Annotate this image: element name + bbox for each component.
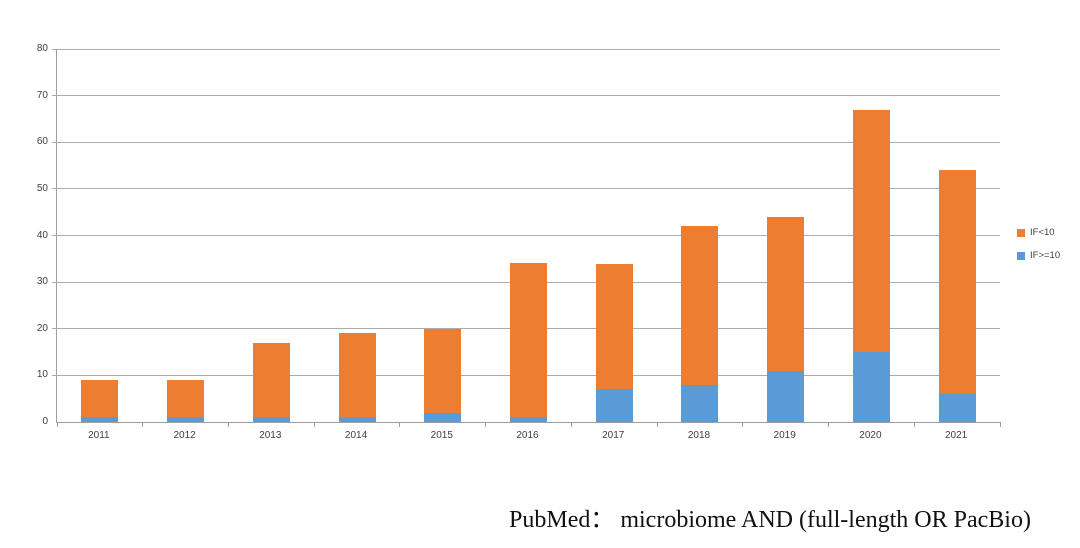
x-axis-tick [742, 422, 744, 427]
y-axis-label: 30 [36, 276, 48, 288]
x-axis-tick [485, 422, 487, 427]
bar-segment-2014 [338, 333, 376, 418]
bar-segment-2021 [938, 394, 976, 422]
bar-segment-2020 [852, 352, 890, 422]
y-axis-label: 50 [36, 182, 48, 194]
y-axis-label: 0 [42, 416, 48, 427]
x-axis-label: 2021 [945, 430, 968, 441]
legend-item: IF>=10 [1017, 251, 1060, 261]
x-axis-label: 2020 [859, 430, 882, 441]
legend-swatch-icon [1017, 252, 1025, 260]
bar-segment-2017 [595, 263, 633, 390]
bar-segment-2021 [938, 170, 976, 395]
bar-segment-2013 [252, 342, 290, 418]
bar-segment-2012 [167, 417, 205, 422]
bar-segment-2018 [681, 384, 719, 422]
bar-segment-2014 [338, 417, 376, 422]
bar-segment-2011 [81, 380, 119, 418]
x-axis-tick [313, 422, 315, 427]
x-axis-label: 2018 [687, 430, 711, 441]
x-axis-tick [227, 422, 229, 427]
x-axis-label: 2011 [88, 430, 110, 441]
legend-label: IF>=10 [1030, 250, 1061, 261]
y-axis-label: 40 [36, 229, 48, 241]
plot-area [52, 48, 1001, 427]
legend-label: IF<10 [1030, 227, 1055, 238]
x-axis-tick [656, 422, 658, 427]
x-axis-tick [828, 422, 830, 427]
bar-segment-2018 [681, 226, 719, 385]
x-axis-label: 2017 [602, 430, 625, 441]
gridline [52, 235, 1000, 236]
x-axis-label: 2014 [344, 430, 368, 441]
bar-segment-2013 [252, 417, 290, 422]
gridline [52, 95, 1000, 97]
x-axis-tick [570, 422, 572, 427]
x-axis-label: 2013 [259, 430, 282, 441]
chart-legend: IF<10 IF>=10 [1017, 228, 1060, 261]
x-axis-label: 2016 [516, 430, 539, 441]
y-axis-label: 80 [36, 43, 48, 54]
x-axis-label: 2019 [773, 430, 796, 441]
y-axis-label: 60 [36, 136, 48, 148]
bar-segment-2019 [767, 370, 805, 422]
x-axis-tick [56, 422, 58, 427]
x-axis-label: 2012 [173, 430, 196, 441]
gridline [52, 48, 1000, 50]
x-axis-tick [399, 422, 401, 427]
y-axis-label: 20 [36, 322, 48, 334]
bar-segment-2017 [595, 389, 633, 422]
bar-segment-2015 [424, 328, 462, 413]
bar-segment-2016 [510, 417, 547, 422]
bar-segment-2012 [167, 380, 205, 418]
gridline [52, 141, 1000, 143]
y-axis-label: 10 [36, 369, 48, 381]
bar-segment-2019 [767, 216, 805, 371]
gridline [52, 188, 1000, 190]
bar-segment-2015 [424, 412, 462, 422]
legend-item: IF<10 [1017, 228, 1060, 238]
legend-swatch-icon [1017, 229, 1025, 237]
bar-segment-2020 [852, 109, 890, 353]
bar-segment-2011 [81, 417, 119, 422]
x-axis-tick [913, 422, 915, 427]
x-axis-tick [142, 422, 144, 427]
x-axis-label: 2015 [430, 430, 453, 441]
x-axis-tick [999, 422, 1001, 427]
bar-segment-2016 [510, 263, 547, 418]
y-axis-label: 70 [36, 89, 48, 101]
chart-caption: PubMed： microbiome AND (full-length OR P… [509, 507, 1031, 533]
